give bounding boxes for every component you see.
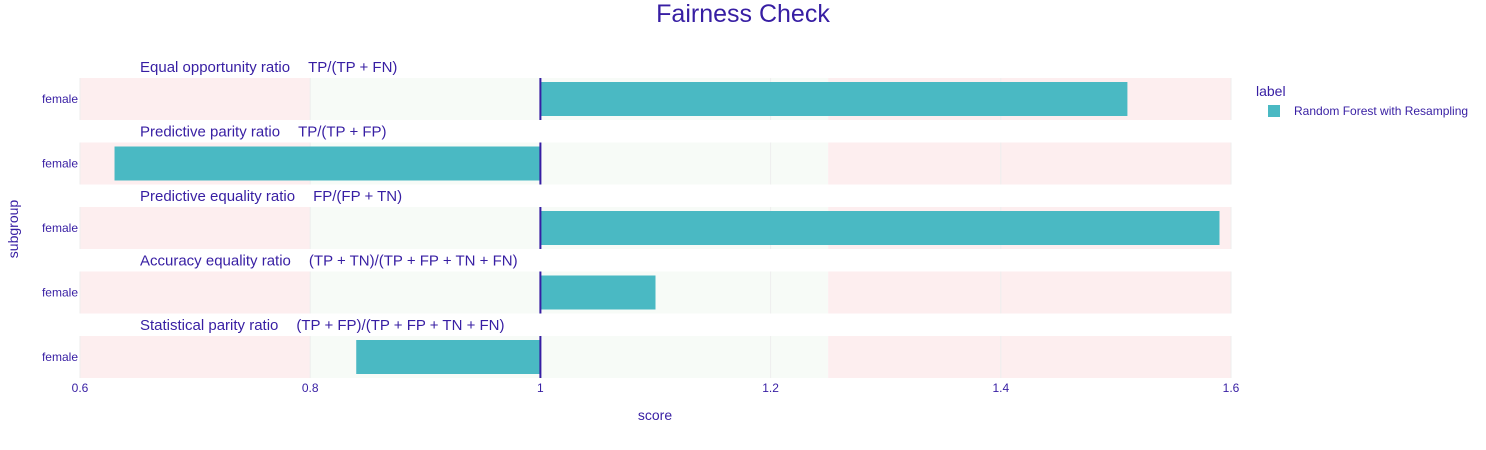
chart-panels: female Equal opportunity ratio TP/(TP + FN…: [42, 59, 1232, 378]
unfair-zone-low: [80, 336, 311, 378]
unfair-zone-high: [828, 142, 1231, 185]
bar-4[interactable]: [540, 275, 656, 310]
panel-title: Predictive equality ratio FP/(FP + TN): [140, 188, 402, 205]
panel-metric: Predictive equality ratio: [140, 188, 295, 205]
legend: label Random Forest with Resampling: [1256, 83, 1468, 118]
panel-1: female Equal opportunity ratio TP/(TP + FN…: [42, 59, 1232, 120]
bar-2[interactable]: [114, 146, 541, 181]
x-tick-label: 0.6: [72, 381, 89, 395]
y-axis-label: subgroup: [5, 200, 21, 259]
x-tick-label: 1.4: [992, 381, 1009, 395]
legend-title: label: [1256, 83, 1286, 99]
bar-3[interactable]: [540, 211, 1220, 245]
category-label: female: [42, 221, 78, 235]
legend-swatch[interactable]: [1268, 105, 1280, 117]
panel-metric: Equal opportunity ratio: [140, 59, 290, 76]
unfair-zone-low: [80, 271, 311, 314]
panel-title: Statistical parity ratio (TP + FP)/(TP + …: [140, 317, 505, 334]
category-label: female: [42, 286, 78, 300]
panel-metric: Accuracy equality ratio: [140, 253, 291, 270]
category-label: female: [42, 92, 78, 106]
panel-formula: (TP + FP)/(TP + FP + TN + FN): [296, 317, 504, 334]
unfair-zone-high: [828, 336, 1231, 378]
legend-entry-label[interactable]: Random Forest with Resampling: [1294, 104, 1468, 118]
unfair-zone-high: [828, 271, 1231, 314]
panel-formula: FP/(FP + TN): [313, 188, 402, 205]
panel-metric: Statistical parity ratio: [140, 317, 278, 334]
panel-title: Predictive parity ratio TP/(TP + FP): [140, 124, 387, 141]
panel-formula: (TP + TN)/(TP + FP + TN + FN): [309, 253, 518, 270]
x-tick-label: 1.2: [762, 381, 779, 395]
panel-2: female Predictive parity ratio TP/(TP + FP…: [42, 124, 1232, 185]
panel-title: Accuracy equality ratio (TP + TN)/(TP + F…: [140, 253, 518, 270]
panel-3: female Predictive equality ratio FP/(FP + …: [42, 188, 1232, 249]
panel-4: female Accuracy equality ratio (TP + TN)/(…: [42, 253, 1232, 314]
category-label: female: [42, 157, 78, 171]
panel-title: Equal opportunity ratio TP/(TP + FN): [140, 59, 397, 76]
panel-formula: TP/(TP + FN): [308, 59, 397, 76]
x-axis-label: score: [638, 407, 672, 423]
category-label: female: [42, 350, 78, 364]
bar-5[interactable]: [356, 340, 541, 374]
x-tick-label: 1.6: [1223, 381, 1240, 395]
panel-5: female Statistical parity ratio (TP + FP)/…: [42, 317, 1232, 378]
panel-metric: Predictive parity ratio: [140, 124, 280, 141]
x-tick-label: 0.8: [302, 381, 319, 395]
unfair-zone-low: [80, 78, 311, 120]
x-tick-label: 1: [537, 381, 544, 395]
chart-title: Fairness Check: [656, 0, 830, 28]
unfair-zone-low: [80, 207, 311, 249]
panel-formula: TP/(TP + FP): [298, 124, 386, 141]
bar-1[interactable]: [540, 82, 1128, 116]
x-axis: 0.6 0.8 1 1.2 1.4 1.6: [72, 381, 1240, 395]
